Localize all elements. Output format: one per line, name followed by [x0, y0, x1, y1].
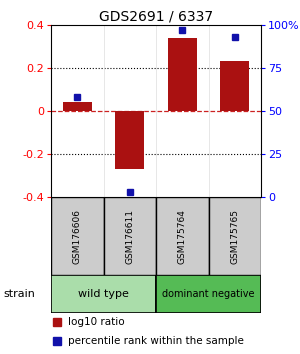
Title: GDS2691 / 6337: GDS2691 / 6337: [99, 10, 213, 24]
Text: GSM176606: GSM176606: [73, 209, 82, 264]
Bar: [220, 61, 249, 111]
Text: percentile rank within the sample: percentile rank within the sample: [68, 336, 244, 346]
Text: GSM175765: GSM175765: [230, 209, 239, 264]
Bar: [156, 197, 208, 275]
Text: log10 ratio: log10 ratio: [68, 317, 124, 327]
Text: wild type: wild type: [78, 289, 129, 299]
Text: GSM176611: GSM176611: [125, 209, 134, 264]
Text: strain: strain: [3, 289, 35, 299]
Bar: [168, 38, 197, 111]
Bar: [208, 197, 261, 275]
Bar: [156, 275, 261, 313]
Bar: [51, 275, 156, 313]
Bar: [115, 111, 144, 169]
Bar: [51, 197, 104, 275]
Text: dominant negative: dominant negative: [162, 289, 255, 299]
Bar: [63, 102, 92, 111]
Text: GSM175764: GSM175764: [178, 209, 187, 264]
Bar: [103, 197, 156, 275]
